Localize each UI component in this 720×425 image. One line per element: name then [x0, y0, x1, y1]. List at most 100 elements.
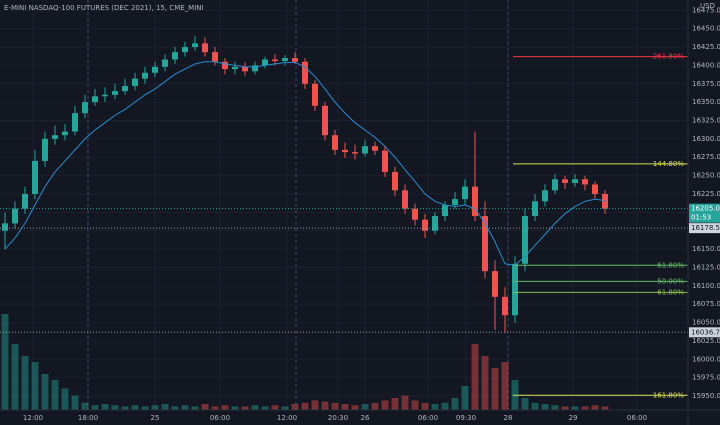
fib-label: 61.80% [657, 261, 684, 269]
volume-bar [1, 314, 9, 410]
volume-bar [71, 395, 79, 410]
candle-body [482, 216, 488, 272]
x-tick-label: 28 [504, 414, 513, 422]
y-tick-label: 16325.00 [692, 117, 720, 125]
x-tick-label: 09:30 [456, 414, 476, 422]
candle-body [592, 184, 598, 194]
candle-body [402, 190, 408, 209]
y-tick-label: 16425.00 [692, 43, 720, 51]
y-tick-label: 16225.00 [692, 190, 720, 198]
candle-body [162, 59, 168, 67]
candle-body [562, 179, 568, 183]
fib-label: 61.80% [657, 288, 684, 296]
volume-bar [351, 405, 359, 410]
volume-bar [281, 406, 289, 410]
fib-label: 50.00% [657, 277, 684, 285]
volume-bar [481, 356, 489, 410]
volume-bar [531, 402, 539, 410]
y-tick-label: 16125.00 [692, 263, 720, 271]
y-tick-label: 16300.00 [692, 135, 720, 143]
volume-bar [441, 402, 449, 410]
volume-bar [151, 405, 159, 410]
y-tick-label: 15950.00 [692, 392, 720, 400]
volume-bar [491, 368, 499, 410]
candle-body [272, 59, 278, 61]
volume-bar [211, 406, 219, 410]
volume-bar [261, 406, 269, 410]
volume-bar [321, 401, 329, 410]
countdown: 01:53 [691, 214, 711, 222]
volume-bar [191, 406, 199, 410]
price-tag-label: 16036.75 [691, 328, 720, 336]
volume-bar [251, 405, 259, 410]
volume-bar [221, 405, 229, 410]
candle-body [582, 179, 588, 185]
volume-bar [471, 344, 479, 410]
volume-bar [301, 402, 309, 410]
volume-bar [181, 405, 189, 410]
volume-bar [591, 405, 599, 410]
volume-bar [131, 405, 139, 410]
candle-body [52, 135, 58, 139]
candle-body [252, 65, 258, 72]
volume-bar [431, 404, 439, 410]
x-tick-label: 20:30 [328, 414, 348, 422]
volume-bar [411, 400, 419, 410]
candle-body [512, 263, 518, 316]
y-tick-label: 16100.00 [692, 282, 720, 290]
volume-bar [271, 405, 279, 410]
candle-body [32, 160, 38, 194]
y-tick-label: 16025.00 [692, 337, 720, 345]
fib-label: 144.80% [653, 160, 684, 168]
price-tag [689, 327, 720, 338]
candle-body [2, 223, 8, 231]
candle-body [72, 113, 78, 132]
volume-bar [171, 406, 179, 410]
header-title: E-MINI NASDAQ-100 FUTURES (DEC 2021), 15… [4, 4, 204, 12]
y-tick-label: 16075.00 [692, 300, 720, 308]
volume-bar [381, 400, 389, 410]
candle-body [572, 179, 578, 183]
price-tag-label: 16178.50 [691, 224, 720, 232]
volume-bar [51, 380, 59, 410]
x-tick-label: 12:00 [23, 414, 43, 422]
candle-body [602, 193, 608, 209]
candle-body [42, 138, 48, 161]
candle-body [142, 72, 148, 79]
candle-body [282, 58, 288, 61]
fib-label: 161.80% [653, 391, 684, 399]
candle-body [232, 66, 238, 70]
candle-body [322, 105, 328, 136]
volume-bar [391, 398, 399, 410]
candle-body [382, 150, 388, 172]
volume-bar [371, 402, 379, 410]
y-tick-label: 16375.00 [692, 80, 720, 88]
x-tick-label: 25 [151, 414, 160, 422]
candle-body [82, 102, 88, 114]
y-tick-label: 16400.00 [692, 61, 720, 69]
volume-bar [101, 404, 109, 410]
candle-body [392, 171, 398, 191]
volume-bar [331, 402, 339, 410]
price-tag [689, 223, 720, 234]
candle-body [372, 146, 378, 151]
volume-bar [571, 406, 579, 410]
y-tick-label: 16050.00 [692, 319, 720, 327]
candle-body [132, 78, 138, 86]
volume-bar [461, 386, 469, 410]
candle-body [352, 152, 358, 154]
candle-body [302, 61, 308, 84]
volume-bar [401, 395, 409, 410]
candle-body [472, 186, 478, 217]
x-tick-label: 06:00 [627, 414, 647, 422]
volume-bar [341, 404, 349, 410]
volume-bar [41, 374, 49, 410]
candle-body [262, 59, 268, 66]
y-tick-label: 16350.00 [692, 98, 720, 106]
volume-bar [201, 404, 209, 410]
y-tick-label: 16150.00 [692, 245, 720, 253]
candle-body [92, 96, 98, 103]
volume-bar [111, 405, 119, 410]
volume-bar [311, 400, 319, 410]
candle-body [412, 208, 418, 220]
